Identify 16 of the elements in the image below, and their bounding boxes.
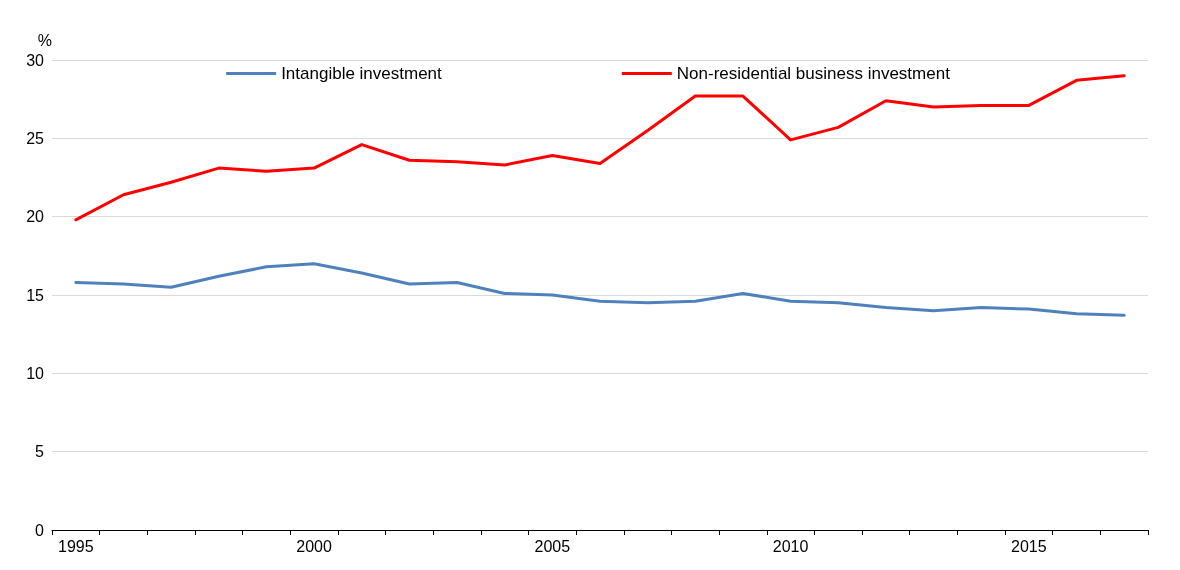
y-tick-label: 15 — [26, 286, 45, 304]
y-tick-label: 25 — [26, 129, 45, 147]
x-tick-label: 2015 — [1011, 537, 1047, 555]
y-axis-title: % — [37, 31, 52, 49]
x-tick-label: 2000 — [296, 537, 332, 555]
x-tick-label: 2010 — [772, 537, 809, 555]
line-series — [74, 262, 1126, 317]
y-tick-label: 20 — [26, 208, 45, 226]
x-tick-label: 1995 — [58, 537, 94, 555]
y-tick-label: 5 — [35, 443, 45, 461]
legend-label: Intangible investment — [281, 64, 443, 83]
y-tick-label: 30 — [26, 51, 45, 69]
legend-label: Non-residential business investment — [676, 64, 951, 83]
y-tick-label: 0 — [35, 521, 45, 539]
y-tick-label: 10 — [26, 364, 45, 382]
x-tick-label: 2005 — [534, 537, 571, 555]
